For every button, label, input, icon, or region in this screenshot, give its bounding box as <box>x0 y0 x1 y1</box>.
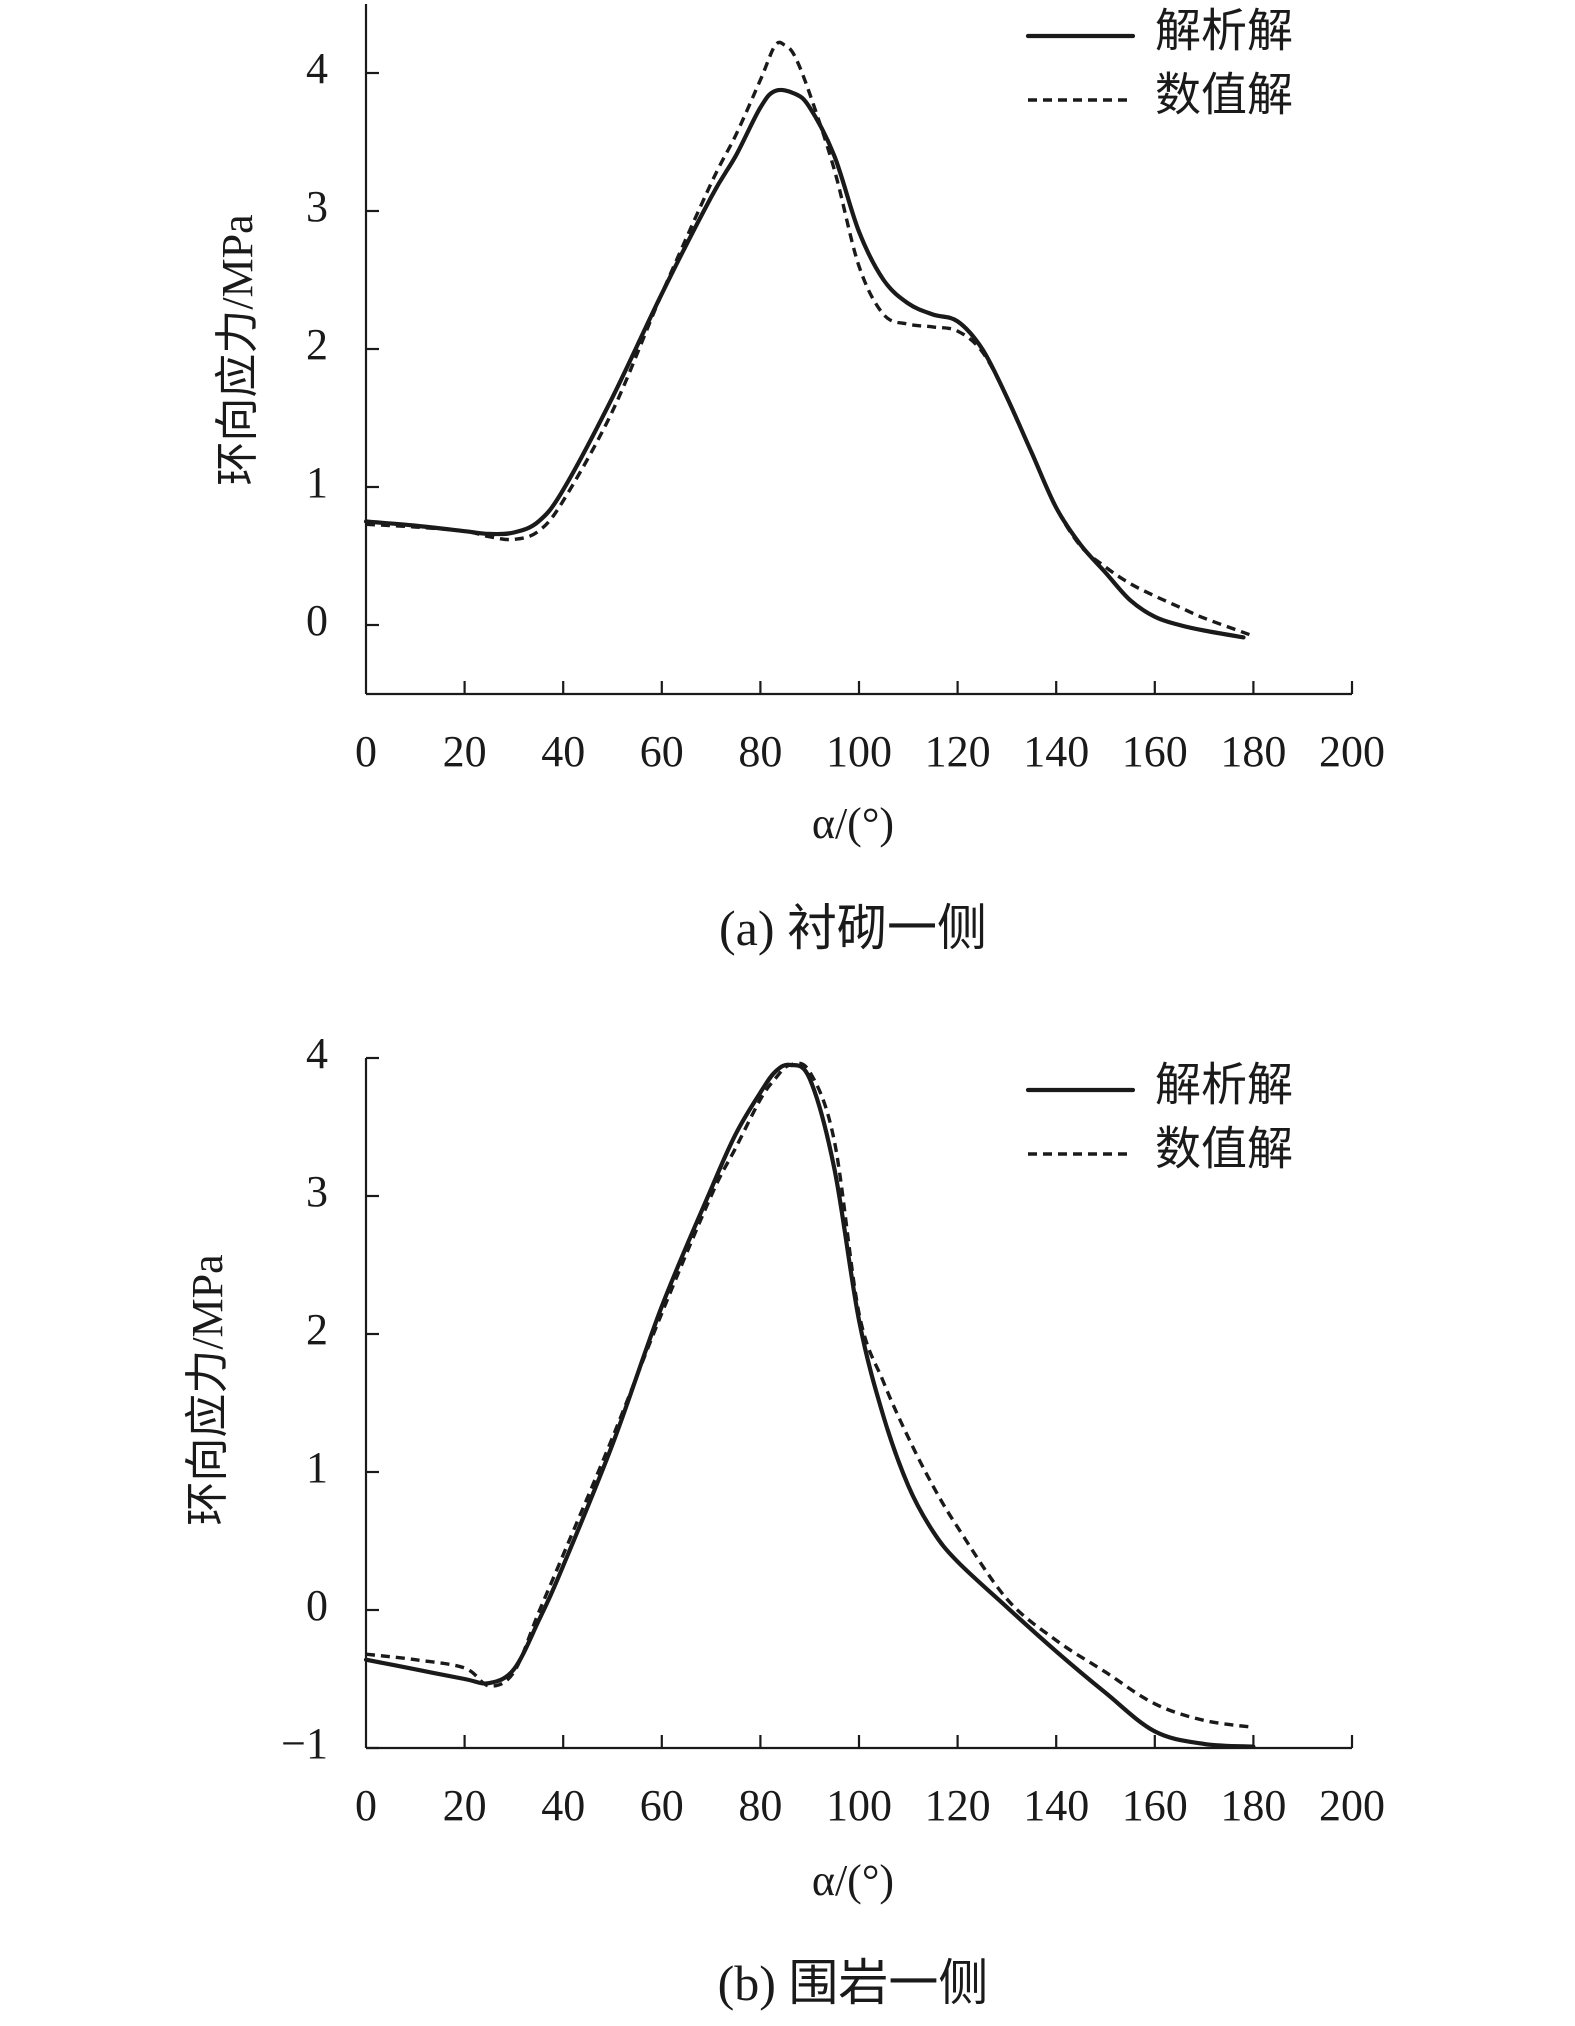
chart-b-series-analytical-line <box>363 1062 1256 1749</box>
chart-b-x-tick-label: 0 <box>355 1781 377 1830</box>
chart-b-ylabel: 环向应力/MPa <box>183 1254 232 1525</box>
chart-a-x-tick-label: 120 <box>925 727 991 776</box>
chart-b-caption: (b) 围岩一侧 <box>718 1955 989 2011</box>
chart-a-y-tick-label: 2 <box>306 320 328 369</box>
chart-a: 环向应力/MPa α/(°) (a) 衬砌一侧 0 20 40 60 80 100 120 1… <box>213 4 1385 956</box>
chart-a-x-tick-label: 60 <box>640 727 684 776</box>
chart-a-series-analytical-line <box>363 87 1246 640</box>
chart-b: 环向应力/MPa α/(°) (b) 围岩一侧 0 20 40 60 80 100 120 1… <box>183 1029 1385 2011</box>
chart-a-legend-label-numerical: 数值解 <box>1155 70 1293 121</box>
chart-b-y-tick-label: −1 <box>281 1719 328 1768</box>
chart-a-x-tick-label: 80 <box>738 727 782 776</box>
chart-b-legend-label-analytical: 解析解 <box>1155 1060 1293 1111</box>
chart-a-x-tick-label: 140 <box>1023 727 1089 776</box>
chart-a-x-tick-label: 20 <box>443 727 487 776</box>
chart-b-x-tick-label: 40 <box>541 1781 585 1830</box>
chart-b-series-numerical-line <box>365 1061 1254 1729</box>
chart-a-y-tick-label: 1 <box>306 458 328 507</box>
chart-b-y-tick-label: 2 <box>306 1305 328 1354</box>
chart-b-x-tick-label: 120 <box>925 1781 991 1830</box>
chart-a-caption: (a) 衬砌一侧 <box>719 900 987 956</box>
chart-b-y-tick-label: 4 <box>306 1029 328 1078</box>
chart-a-y-tick-label: 4 <box>306 44 328 93</box>
chart-a-series-numerical-line <box>365 40 1254 638</box>
chart-a-x-tick-label: 200 <box>1319 727 1385 776</box>
chart-b-x-tick-label: 100 <box>826 1781 892 1830</box>
chart-a-x-tick-label: 180 <box>1220 727 1286 776</box>
chart-a-ylabel: 环向应力/MPa <box>213 214 262 485</box>
chart-a-x-tick-label: 100 <box>826 727 892 776</box>
chart-b-x-tick-label: 20 <box>443 1781 487 1830</box>
chart-a-xlabel: α/(°) <box>812 799 894 848</box>
chart-b-x-tick-label: 60 <box>640 1781 684 1830</box>
chart-b-y-tick-label: 3 <box>306 1167 328 1216</box>
chart-b-y-tick-label: 1 <box>306 1443 328 1492</box>
chart-b-y-tick-label: 0 <box>306 1581 328 1630</box>
chart-b-x-tick-label: 180 <box>1220 1781 1286 1830</box>
chart-a-legend-label-analytical: 解析解 <box>1155 6 1293 57</box>
chart-b-legend-label-numerical: 数值解 <box>1155 1124 1293 1175</box>
chart-a-y-tick-label: 0 <box>306 596 328 645</box>
chart-b-xlabel: α/(°) <box>812 1856 894 1905</box>
chart-b-x-tick-label: 200 <box>1319 1781 1385 1830</box>
chart-b-x-tick-label: 80 <box>738 1781 782 1830</box>
chart-a-y-tick-label: 3 <box>306 182 328 231</box>
chart-b-x-tick-label: 160 <box>1122 1781 1188 1830</box>
chart-a-x-tick-label: 40 <box>541 727 585 776</box>
chart-a-x-tick-label: 160 <box>1122 727 1188 776</box>
chart-a-x-tick-label: 0 <box>355 727 377 776</box>
chart-b-x-tick-label: 140 <box>1023 1781 1089 1830</box>
